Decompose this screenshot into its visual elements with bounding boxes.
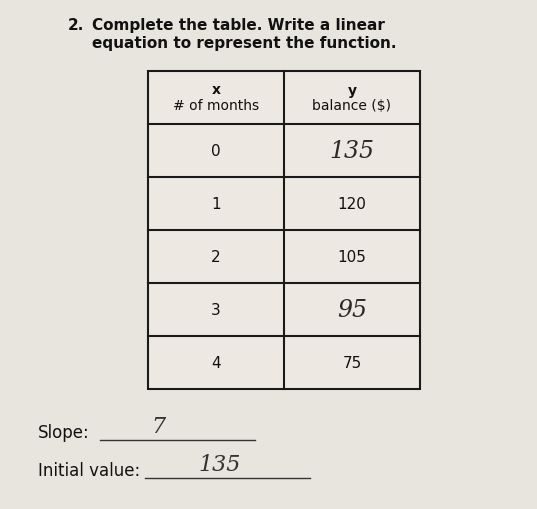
Text: 1: 1 [211,196,221,212]
Text: Initial value:: Initial value: [38,461,140,479]
Text: balance ($): balance ($) [313,99,391,114]
Text: 3: 3 [211,302,221,318]
Text: 105: 105 [338,249,366,265]
Text: 95: 95 [337,298,367,321]
Text: Complete the table. Write a linear: Complete the table. Write a linear [92,18,385,33]
Text: 0: 0 [211,144,221,159]
Text: 75: 75 [343,355,361,370]
Bar [148,72,420,389]
Text: Slope:: Slope: [38,423,90,441]
Text: 7: 7 [151,415,165,437]
Text: 4: 4 [211,355,221,370]
Text: 120: 120 [338,196,366,212]
Text: 2.: 2. [68,18,84,33]
Text: equation to represent the function.: equation to represent the function. [92,36,396,51]
Text: y: y [347,83,357,97]
Text: x: x [212,83,221,97]
Text: # of months: # of months [173,99,259,114]
Text: 2: 2 [211,249,221,265]
Text: 135: 135 [330,140,374,163]
Text: 135: 135 [199,453,241,475]
